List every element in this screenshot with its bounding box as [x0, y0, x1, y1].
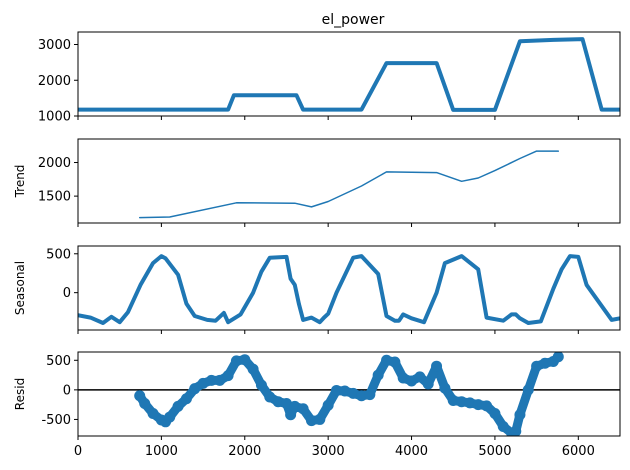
- resid-point: [322, 399, 334, 411]
- x-tick-label: 5000: [478, 444, 511, 459]
- series-line-0: [78, 37, 620, 112]
- resid-point: [431, 360, 443, 372]
- resid-point: [347, 387, 359, 399]
- resid-point: [414, 371, 426, 383]
- resid-point: [314, 413, 326, 425]
- resid-point: [552, 352, 564, 363]
- y-tick-label: 1500: [38, 190, 71, 205]
- panel-1: 1000 2000 3000 el_power: [38, 12, 621, 125]
- resid-point: [389, 356, 401, 368]
- resid-point: [230, 355, 242, 367]
- resid-point: [289, 400, 301, 412]
- y-tick-label: -500: [41, 413, 71, 428]
- y-axis-label: Trend: [13, 165, 27, 199]
- x-tick-label: 3000: [312, 444, 345, 459]
- x-tick-label: 1000: [145, 444, 178, 459]
- panel-2: 1500 2000 Trend: [13, 138, 621, 227]
- y-axis-label: Resid: [13, 378, 27, 410]
- resid-point: [364, 389, 376, 401]
- y-tick-label: 500: [46, 247, 71, 262]
- series-line-0: [138, 150, 560, 219]
- y-tick-label: 0: [63, 286, 71, 301]
- resid-point: [381, 354, 393, 366]
- resid-point: [285, 409, 297, 421]
- resid-point: [180, 393, 192, 405]
- resid-point: [147, 408, 159, 420]
- y-tick-label: 3000: [38, 38, 71, 53]
- resid-point: [222, 370, 234, 382]
- resid-point: [264, 391, 276, 403]
- series-group: [138, 150, 560, 219]
- resid-point: [472, 399, 484, 411]
- x-tick-label: 2000: [228, 444, 261, 459]
- y-tick-label: 1000: [38, 110, 71, 125]
- series-group: [134, 352, 564, 436]
- x-tick-label: 0: [74, 444, 82, 459]
- resid-point: [489, 408, 501, 420]
- y-tick-label: 500: [46, 354, 71, 369]
- resid-point: [406, 375, 418, 387]
- series-group: [78, 37, 620, 112]
- resid-point: [305, 415, 317, 427]
- x-tick-label: 4000: [395, 444, 428, 459]
- resid-point: [481, 400, 493, 412]
- resid-point: [447, 395, 459, 407]
- y-tick-label: 2000: [38, 156, 71, 171]
- y-axis-label: Seasonal: [13, 261, 27, 315]
- resid-point: [397, 372, 409, 384]
- resid-point: [255, 379, 267, 391]
- x-tick-label: 6000: [562, 444, 595, 459]
- resid-point: [510, 425, 522, 436]
- resid-point: [497, 421, 509, 433]
- resid-point: [456, 396, 468, 408]
- axes-frame: [77, 138, 621, 224]
- resid-point: [539, 357, 551, 369]
- resid-point: [422, 378, 434, 390]
- resid-point: [356, 390, 368, 402]
- resid-point: [164, 411, 176, 423]
- resid-point: [205, 374, 217, 386]
- resid-point: [330, 384, 342, 396]
- y-tick-label: 0: [63, 383, 71, 398]
- resid-point: [439, 382, 451, 394]
- resid-point: [197, 377, 209, 389]
- resid-point: [189, 383, 201, 395]
- resid-point: [280, 397, 292, 409]
- resid-point: [172, 400, 184, 412]
- panel-3: 0 500 Seasonal: [13, 245, 621, 334]
- resid-point: [372, 369, 384, 381]
- resid-point: [522, 384, 534, 396]
- axes-frame: [77, 31, 621, 117]
- resid-point: [247, 363, 259, 375]
- chart-title: el_power: [322, 12, 385, 28]
- resid-point: [239, 354, 251, 366]
- resid-point: [272, 396, 284, 408]
- resid-point: [139, 397, 151, 409]
- axes-frame: [77, 351, 621, 437]
- resid-point: [531, 360, 543, 372]
- series-line-0: [78, 254, 620, 325]
- resid-point: [339, 385, 351, 397]
- resid-point: [214, 374, 226, 386]
- resid-point: [514, 409, 526, 421]
- y-tick-label: 2000: [38, 74, 71, 89]
- resid-point: [297, 403, 309, 415]
- axes-frame: [77, 245, 621, 331]
- series-group: [78, 254, 620, 325]
- resid-point: [464, 397, 476, 409]
